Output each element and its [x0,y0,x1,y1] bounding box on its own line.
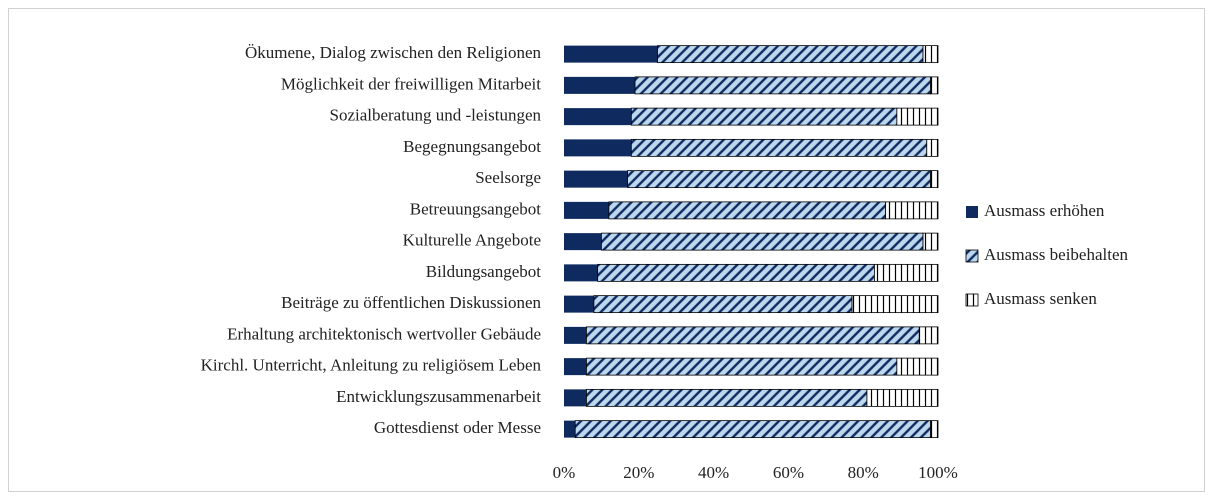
bar-segment [630,138,928,157]
y-tick-label: Möglichkeit der freiwilligen Mitarbeit [281,74,541,93]
bar-segment [851,295,939,314]
bar-segment [918,326,939,345]
bar-segment [885,201,939,220]
bar-segment [896,357,939,376]
bar-segment [564,139,632,157]
y-tick-label: Kulturelle Angebote [403,231,541,250]
bar-segment [926,138,939,157]
bar-segment [586,388,868,407]
bar-segment [930,170,939,189]
y-tick-label: Kirchl. Unterricht, Anleitung zu religiö… [201,356,542,375]
y-tick-label: Beiträge zu öffentlichen Diskussionen [281,293,541,312]
bar-segment [564,233,602,251]
bar-segment [586,357,898,376]
y-tick-label: Bildungsangebot [426,262,541,281]
bar-segment [564,201,609,219]
bar-segment [564,326,587,344]
bar-segment [564,420,576,438]
bar-segment [564,170,628,188]
bar-segment [874,263,939,282]
x-tick-label: 0% [553,463,576,482]
y-tick-label: Erhaltung architektonisch wertvoller Geb… [227,324,541,343]
legend-label: Ausmass beibehalten [984,245,1128,264]
y-tick-label: Gottesdienst oder Messe [374,418,541,437]
bar-segment [593,295,853,314]
bar-segment [564,45,658,63]
bar-segment [564,108,632,126]
bar-segment [922,45,939,64]
bar-segment [930,420,939,439]
legend-swatch [966,206,978,218]
y-tick-label: Sozialberatung und -leistungen [329,106,541,125]
bar-segment [866,388,939,407]
y-tick-label: Entwicklungszusammenarbeit [336,387,541,406]
bar-segment [564,358,587,376]
x-tick-label: 100% [918,463,958,482]
legend-swatch [965,249,979,263]
legend-swatch [965,293,979,307]
bar-segment [564,264,598,282]
bar-segment [586,326,920,345]
bar-segment [896,107,939,126]
x-tick-label: 80% [848,463,879,482]
bar-segment [634,76,931,95]
bar-segment [608,201,887,220]
y-tick-label: Betreuungsangebot [410,199,542,218]
bar-segment [657,45,924,64]
bar-segment [564,389,587,407]
bar-segment [601,232,924,251]
bar-segment [564,76,636,94]
y-tick-label: Ökumene, Dialog zwischen den Religionen [245,43,542,62]
legend-label: Ausmass erhöhen [984,201,1105,220]
legend-label: Ausmass senken [984,289,1097,308]
x-tick-label: 20% [623,463,654,482]
bar-segment [597,263,875,282]
bar-segment [630,107,898,126]
bar-segment [627,170,931,189]
bar-segment [922,232,939,251]
bar-segment [930,76,939,95]
bar-segment [564,295,594,313]
x-tick-label: 40% [698,463,729,482]
bar-segment [574,420,931,439]
y-tick-label: Begegnungsangebot [403,137,541,156]
x-tick-label: 60% [773,463,804,482]
y-tick-label: Seelsorge [475,168,541,187]
